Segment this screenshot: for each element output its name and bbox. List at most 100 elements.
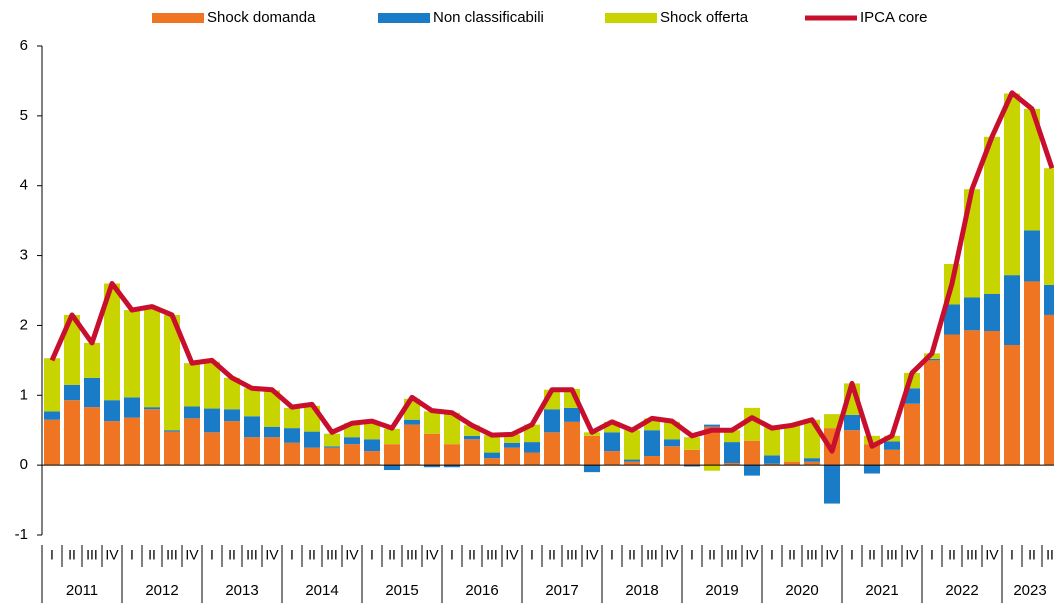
quarter-label: IV (665, 547, 679, 563)
quarter-label: III (486, 547, 498, 563)
bar (224, 421, 240, 466)
quarter-label: I (130, 547, 134, 563)
bar (924, 360, 940, 466)
bar (1044, 314, 1054, 466)
quarter-label: III (566, 547, 578, 563)
bar (124, 417, 140, 466)
year-label: 2014 (305, 582, 338, 599)
quarter-label: II (1028, 547, 1036, 563)
bar (264, 390, 280, 427)
bar (644, 456, 660, 466)
bar (1004, 275, 1020, 345)
quarter-label: III (406, 547, 418, 563)
bar (444, 465, 460, 468)
bar (224, 409, 240, 422)
bar (1004, 93, 1020, 276)
bar (244, 416, 260, 438)
bar (344, 444, 360, 466)
bar (444, 412, 460, 445)
bar (604, 432, 620, 452)
bar (544, 409, 560, 433)
quarter-label: III (166, 547, 178, 563)
bar (704, 426, 720, 466)
bar (364, 439, 380, 452)
quarter-label: II (708, 547, 716, 563)
bar (524, 452, 540, 466)
year-label: 2013 (225, 582, 258, 599)
quarter-label: IV (985, 547, 999, 563)
bar (264, 437, 280, 466)
year-label: 2018 (625, 582, 658, 599)
bar (484, 458, 500, 466)
quarter-label: III (806, 547, 818, 563)
bar (984, 293, 1000, 332)
bar (304, 431, 320, 448)
bar (644, 418, 660, 431)
bar (984, 331, 1000, 466)
quarter-label: II (308, 547, 316, 563)
bar (764, 463, 780, 466)
bar (464, 439, 480, 466)
bar (604, 451, 620, 466)
bar (84, 407, 100, 466)
bar (624, 459, 640, 462)
bar (1024, 230, 1040, 282)
bar (904, 403, 920, 466)
bar (424, 465, 440, 468)
quarter-label: IV (425, 547, 439, 563)
bar (384, 465, 400, 471)
bar (64, 314, 80, 385)
quarter-label: IV (345, 547, 359, 563)
bar (724, 430, 740, 443)
quarter-label: III (726, 547, 738, 563)
bar (764, 427, 780, 456)
y-tick-label: 6 (20, 37, 28, 54)
bar (864, 465, 880, 474)
bar (44, 419, 60, 466)
quarter-label: I (450, 547, 454, 563)
bar (144, 409, 160, 466)
bar (304, 447, 320, 466)
bar (344, 437, 360, 445)
bar (784, 461, 800, 466)
bar (584, 465, 600, 473)
bar (1024, 281, 1040, 466)
bar (744, 465, 760, 476)
bar (504, 447, 520, 466)
bar (844, 430, 860, 466)
year-label: 2023 (1013, 582, 1046, 599)
year-label: 2022 (945, 582, 978, 599)
quarter-label: IV (265, 547, 279, 563)
bar (424, 433, 440, 466)
quarter-label: III (886, 547, 898, 563)
bar (64, 384, 80, 401)
bar (824, 414, 840, 429)
bar (144, 307, 160, 408)
bar (704, 465, 720, 471)
bar (864, 444, 880, 466)
quarter-label: I (770, 547, 774, 563)
bar (284, 428, 300, 443)
quarter-label: I (1010, 547, 1014, 563)
bar (464, 435, 480, 440)
quarter-label: I (930, 547, 934, 563)
quarter-label: III (646, 547, 658, 563)
bar (184, 406, 200, 419)
quarter-label: IV (505, 547, 519, 563)
bar (944, 304, 960, 335)
bar (744, 440, 760, 466)
bar (584, 435, 600, 466)
bar (384, 428, 400, 445)
bar (804, 461, 820, 466)
quarter-label: IV (105, 547, 119, 563)
y-tick-label: 0 (20, 456, 28, 473)
quarter-label: I (530, 547, 534, 563)
bar (164, 314, 180, 431)
quarter-label: IV (905, 547, 919, 563)
bar (564, 421, 580, 466)
bar (1044, 284, 1054, 315)
bar (684, 437, 700, 450)
y-tick-label: -1 (15, 526, 28, 543)
legend-swatch (605, 13, 657, 23)
